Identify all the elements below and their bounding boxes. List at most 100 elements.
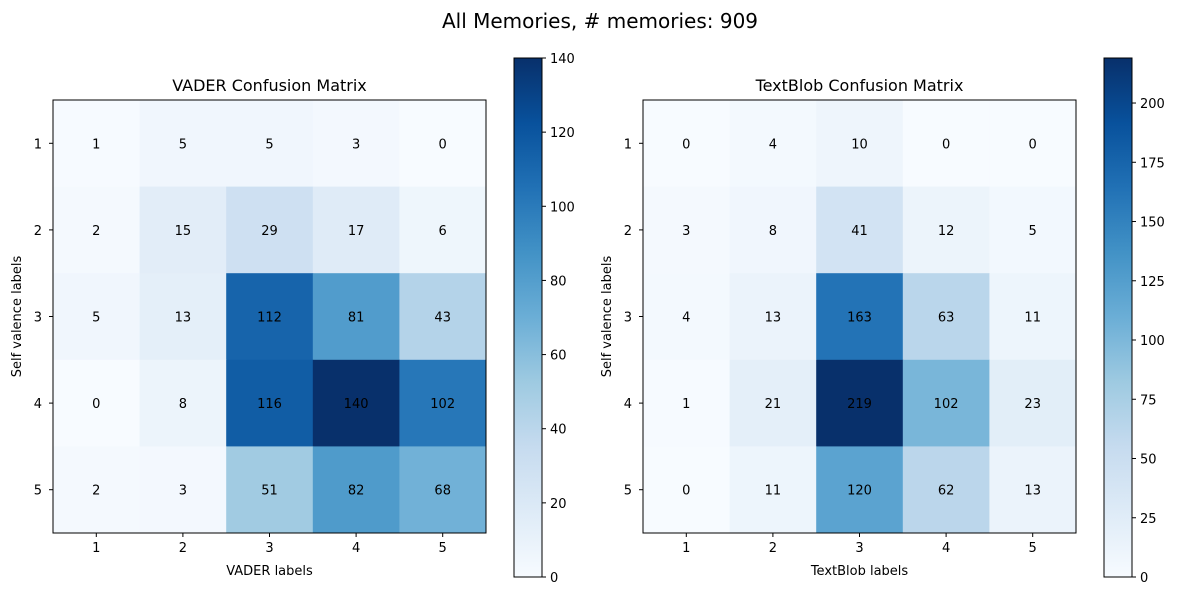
colorbar-tick-label: 175 xyxy=(1140,156,1165,171)
y-tick-label: 3 xyxy=(624,311,632,326)
x-tick-label: 4 xyxy=(352,541,360,556)
cell-value: 5 xyxy=(92,311,100,326)
y-axis-label: Self valence labels xyxy=(10,255,25,377)
cell-value: 13 xyxy=(1024,484,1041,499)
colorbar xyxy=(1103,57,1133,578)
cell-r2-c4 xyxy=(902,186,990,274)
cell-value: 3 xyxy=(179,484,187,499)
colorbar-tick-label: 20 xyxy=(550,497,567,512)
cell-value: 0 xyxy=(682,484,690,499)
cell-r2-c5 xyxy=(989,186,1077,274)
cell-value: 0 xyxy=(682,137,690,152)
cell-value: 8 xyxy=(769,224,777,239)
cell-value: 1 xyxy=(92,137,100,152)
cell-value: 51 xyxy=(261,484,278,499)
cell-r1-c2 xyxy=(729,100,817,188)
x-tick-label: 4 xyxy=(942,541,950,556)
cell-r5-c1 xyxy=(53,446,141,534)
cell-r3-c1 xyxy=(53,273,141,361)
cell-r1-c2 xyxy=(139,100,227,188)
figure-title: All Memories, # memories: 909 xyxy=(442,9,758,33)
y-tick-label: 5 xyxy=(624,484,632,499)
cell-value: 11 xyxy=(765,484,782,499)
cell-value: 23 xyxy=(1024,397,1041,412)
cell-value: 29 xyxy=(261,224,278,239)
cell-r1-c1 xyxy=(53,100,141,188)
cell-value: 13 xyxy=(175,311,192,326)
cell-value: 4 xyxy=(769,137,777,152)
colorbar-tick-label: 120 xyxy=(550,126,575,141)
cell-r4-c1 xyxy=(53,359,141,447)
cell-r2-c2 xyxy=(729,186,817,274)
colorbar-tick-label: 40 xyxy=(550,423,567,438)
cell-value: 15 xyxy=(175,224,192,239)
cell-r4-c4 xyxy=(312,359,400,447)
cell-value: 140 xyxy=(344,397,369,412)
x-tick-label: 2 xyxy=(179,541,187,556)
chart-title: VADER Confusion Matrix xyxy=(172,76,367,95)
cell-r2-c5 xyxy=(399,186,487,274)
cell-r3-c2 xyxy=(729,273,817,361)
colorbar-tick-label: 125 xyxy=(1140,275,1165,290)
y-tick-label: 4 xyxy=(624,397,632,412)
colorbar-tick-label: 100 xyxy=(1140,334,1165,349)
cell-r3-c1 xyxy=(643,273,731,361)
cell-value: 120 xyxy=(847,484,872,499)
y-tick-label: 2 xyxy=(34,224,42,239)
cell-r1-c4 xyxy=(902,100,990,188)
cell-value: 10 xyxy=(851,137,868,152)
cell-value: 68 xyxy=(434,484,451,499)
cell-r5-c2 xyxy=(729,446,817,534)
cell-r1-c5 xyxy=(399,100,487,188)
cell-value: 1 xyxy=(682,397,690,412)
cell-value: 13 xyxy=(765,311,782,326)
cell-r5-c4 xyxy=(312,446,400,534)
colorbar-tick-label: 80 xyxy=(550,274,567,289)
cell-r3-c5 xyxy=(399,273,487,361)
cell-value: 219 xyxy=(847,397,872,412)
cell-value: 3 xyxy=(352,137,360,152)
cell-r5-c3 xyxy=(226,446,314,534)
cell-r2-c3 xyxy=(816,186,904,274)
y-tick-label: 3 xyxy=(34,311,42,326)
x-tick-label: 3 xyxy=(265,541,273,556)
colorbar-tick-label: 60 xyxy=(550,349,567,364)
colorbar-tick-label: 0 xyxy=(550,571,558,586)
cell-r3-c4 xyxy=(902,273,990,361)
cell-value: 82 xyxy=(348,484,365,499)
colorbar-tick-label: 75 xyxy=(1140,393,1157,408)
y-tick-label: 2 xyxy=(624,224,632,239)
cell-value: 11 xyxy=(1024,311,1041,326)
colorbar-tick-label: 100 xyxy=(550,200,575,215)
cell-r3-c5 xyxy=(989,273,1077,361)
cell-r3-c3 xyxy=(816,273,904,361)
cell-value: 8 xyxy=(179,397,187,412)
y-tick-label: 1 xyxy=(34,137,42,152)
cell-value: 21 xyxy=(765,397,782,412)
cell-r2-c1 xyxy=(53,186,141,274)
cell-value: 41 xyxy=(851,224,868,239)
cell-r1-c3 xyxy=(226,100,314,188)
cell-value: 2 xyxy=(92,484,100,499)
cell-r1-c1 xyxy=(643,100,731,188)
cell-value: 102 xyxy=(430,397,455,412)
cell-r1-c5 xyxy=(989,100,1077,188)
cell-value: 116 xyxy=(257,397,282,412)
cell-r4-c5 xyxy=(399,359,487,447)
x-tick-label: 1 xyxy=(682,541,690,556)
cell-value: 62 xyxy=(938,484,955,499)
cell-value: 102 xyxy=(934,397,959,412)
colorbar-tick-label: 0 xyxy=(1140,571,1148,586)
y-tick-label: 1 xyxy=(624,137,632,152)
cell-r5-c2 xyxy=(139,446,227,534)
cell-r4-c3 xyxy=(226,359,314,447)
colorbar-tick-label: 50 xyxy=(1140,453,1157,468)
cell-r1-c3 xyxy=(816,100,904,188)
cell-r2-c4 xyxy=(312,186,400,274)
y-tick-label: 4 xyxy=(34,397,42,412)
cell-value: 163 xyxy=(847,311,872,326)
cell-r5-c5 xyxy=(989,446,1077,534)
cell-value: 12 xyxy=(938,224,955,239)
